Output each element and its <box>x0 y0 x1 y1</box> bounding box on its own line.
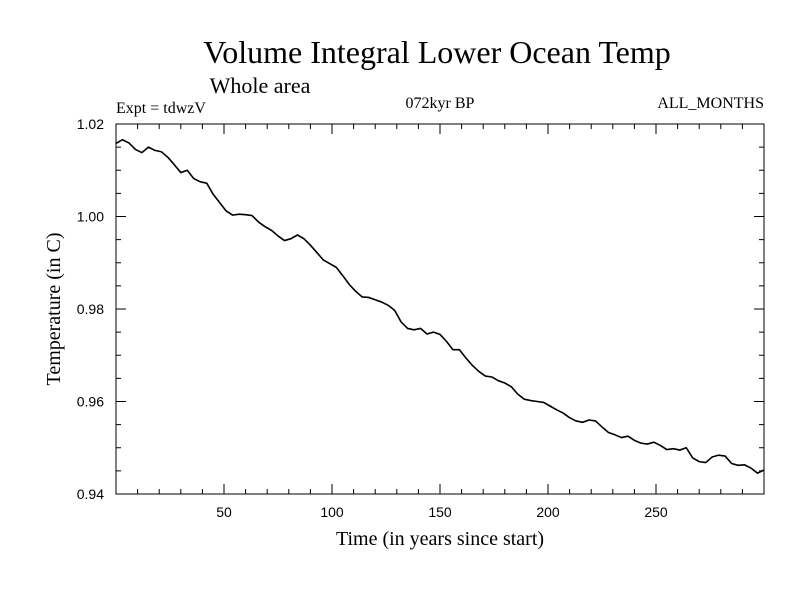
annotation-experiment: Expt = tdwzV <box>116 100 206 117</box>
chart-subtitle: Whole area <box>210 73 311 98</box>
x-tick-label: 200 <box>536 504 560 520</box>
y-tick-label: 0.94 <box>77 486 104 502</box>
chart-title: Volume Integral Lower Ocean Temp <box>203 34 671 70</box>
temperature-series-line <box>115 138 765 474</box>
annotation-period: 072kyr BP <box>406 95 475 112</box>
plot-frame <box>115 123 765 495</box>
y-tick-label: 1.02 <box>77 116 104 132</box>
x-tick-label: 250 <box>644 504 668 520</box>
x-tick-label: 50 <box>216 504 232 520</box>
annotation-months: ALL_MONTHS <box>657 95 764 112</box>
tick-labels: 50 100 150 200 250 0.94 0.96 0.98 1.00 1.02 <box>77 116 668 520</box>
x-tick-label: 150 <box>428 504 452 520</box>
axis-ticks <box>116 124 764 494</box>
x-axis-label: Time (in years since start) <box>336 528 544 550</box>
x-tick-label: 100 <box>320 504 344 520</box>
y-tick-label: 1.00 <box>77 209 104 225</box>
y-tick-label: 0.98 <box>77 301 104 317</box>
y-tick-label: 0.96 <box>77 394 104 410</box>
y-axis-label: Temperature (in C) <box>43 233 65 386</box>
